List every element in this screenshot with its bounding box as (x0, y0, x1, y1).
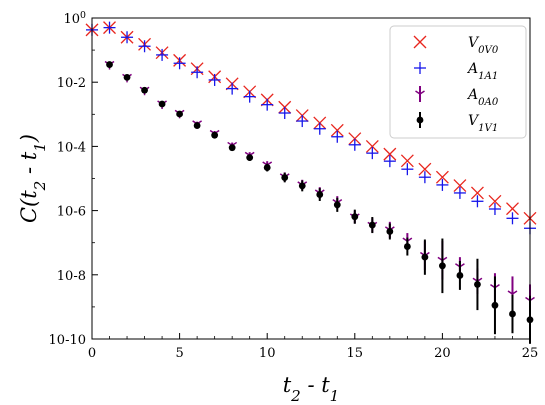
data-point (506, 212, 519, 225)
legend: V0V0 A1A1 A0A0 V1V1 (389, 25, 527, 139)
data-point (471, 195, 484, 208)
data-point (278, 107, 291, 120)
data-point (298, 182, 306, 190)
data-point (474, 281, 481, 288)
data-point (403, 243, 411, 250)
data-point (176, 110, 184, 118)
legend-item: A0A0 (415, 86, 499, 108)
data-point (509, 310, 516, 318)
data-point (330, 123, 344, 137)
data-point (121, 31, 134, 44)
legend-item: V1V1 (416, 112, 498, 134)
y-tick-label: 10-6 (57, 205, 86, 220)
data-point (208, 73, 221, 86)
data-point (365, 139, 379, 153)
data-point (351, 213, 359, 221)
legend-marker (413, 35, 427, 49)
x-tick-label: 25 (522, 346, 539, 361)
y-tick-label: 100 (64, 10, 87, 28)
data-point (211, 131, 219, 139)
data-point (296, 115, 309, 128)
data-point (156, 48, 169, 61)
axes: 0 5 10 15 20 25 100 10-2 10-4 10-6 10-8 10-10 t2 - t… (17, 10, 538, 405)
data-point (173, 57, 186, 70)
data-point (488, 194, 502, 208)
legend-label: A1A1 (466, 61, 498, 82)
data-point (453, 179, 467, 193)
data-point (193, 122, 201, 129)
legend-box (389, 25, 527, 139)
legend-marker (415, 90, 425, 99)
data-point (470, 186, 484, 200)
data-point (331, 130, 344, 143)
data-point (435, 170, 449, 184)
x-tick-label: 10 (259, 346, 276, 361)
legend-label: A0A0 (466, 87, 499, 108)
data-point (191, 66, 204, 79)
data-point (421, 253, 429, 261)
data-point (400, 154, 414, 168)
y-tick-label: 10-4 (57, 140, 86, 155)
data-point (246, 154, 254, 162)
legend-label: V0V0 (468, 35, 499, 56)
data-point (261, 98, 274, 111)
data-point (228, 144, 236, 152)
x-axis-label: t2 - t1 (283, 373, 340, 405)
data-point (386, 228, 394, 235)
data-point (506, 202, 519, 216)
data-point (348, 138, 361, 151)
data-point (316, 191, 324, 198)
x-tick-label: 15 (347, 346, 364, 361)
data-point (439, 262, 446, 270)
data-point (263, 164, 271, 171)
y-tick-label: 10-2 (57, 76, 86, 91)
data-point (348, 132, 362, 146)
data-point (106, 61, 113, 68)
data-point (123, 73, 131, 81)
data-point (158, 100, 166, 108)
data-point (383, 155, 396, 168)
data-point (453, 186, 466, 199)
legend-marker (414, 62, 426, 74)
data-point (226, 82, 239, 95)
x-tick-label: 5 (175, 346, 183, 361)
data-point (366, 147, 379, 160)
plot-marks (85, 21, 537, 344)
x-tick-label: 0 (88, 346, 96, 361)
data-point (281, 174, 289, 181)
data-point (418, 162, 432, 176)
y-tick-label: 10-8 (57, 269, 86, 284)
legend-label: V1V1 (468, 113, 498, 134)
data-point (368, 221, 376, 229)
data-point (333, 201, 341, 209)
data-point (383, 147, 397, 161)
data-point (313, 122, 326, 135)
legend-marker (416, 116, 424, 124)
data-point (436, 178, 449, 191)
data-point (456, 272, 464, 279)
data-point (491, 301, 499, 309)
data-point (418, 171, 431, 184)
data-point (138, 40, 151, 53)
data-point (488, 202, 501, 215)
y-axis-label: C(t2 - t1) (17, 134, 49, 223)
y-tick-label: 10-10 (49, 333, 86, 348)
data-point (401, 163, 414, 176)
data-point (103, 21, 116, 34)
x-tick-label: 20 (434, 346, 451, 361)
data-point (243, 90, 256, 103)
legend-item: V0V0 (413, 35, 499, 56)
data-point (141, 86, 148, 94)
legend-item: A1A1 (414, 61, 498, 82)
